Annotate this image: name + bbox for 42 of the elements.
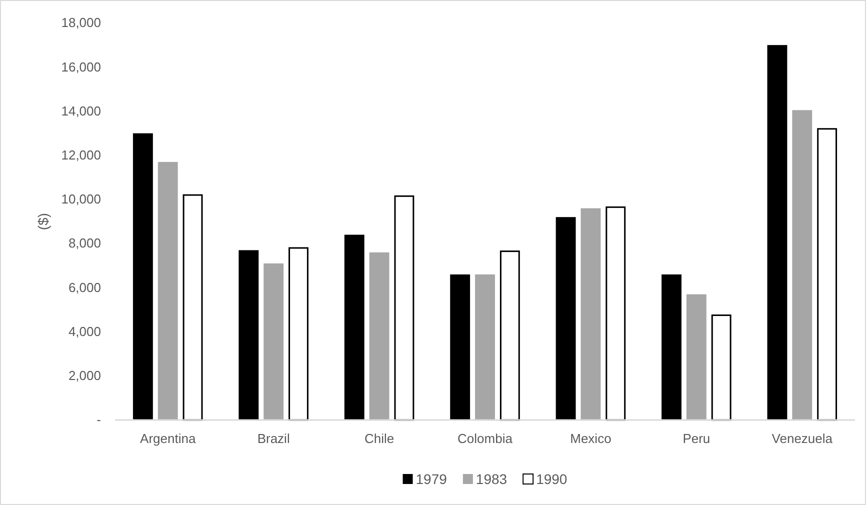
bar — [158, 162, 178, 420]
y-tick-label: 6,000 — [68, 280, 101, 295]
y-tick-label: 18,000 — [61, 15, 101, 30]
bar — [288, 247, 308, 421]
bar — [711, 314, 732, 421]
bar — [344, 234, 364, 420]
x-tick-label: Chile — [364, 431, 394, 446]
bar — [817, 128, 838, 421]
legend-label: 1983 — [476, 471, 508, 487]
x-tick-label: Colombia — [458, 431, 514, 446]
bar — [450, 274, 470, 420]
x-tick-label: Mexico — [570, 431, 612, 446]
y-tick-label: 2,000 — [68, 368, 101, 384]
bar — [500, 250, 520, 421]
x-tick-label: Argentina — [140, 431, 196, 446]
bar — [182, 194, 203, 421]
y-tick-label: 10,000 — [61, 192, 101, 207]
y-tick-label: 14,000 — [61, 103, 101, 118]
legend-label: 1979 — [416, 471, 448, 487]
bar — [238, 250, 259, 420]
y-tick-label: 12,000 — [61, 147, 101, 162]
legend-label: 1990 — [536, 471, 568, 487]
y-tick-label: 8,000 — [68, 236, 101, 251]
bar — [606, 206, 626, 421]
bar — [580, 208, 601, 420]
bar — [369, 252, 390, 420]
y-axis-title: ($) — [35, 212, 51, 230]
bar — [556, 217, 576, 420]
y-tick-label: 4,000 — [68, 324, 101, 339]
x-tick-label: Peru — [682, 431, 710, 446]
bar — [792, 110, 812, 420]
bar — [394, 195, 414, 421]
bar — [475, 274, 495, 420]
x-tick-label: Brazil — [257, 431, 290, 446]
bar — [132, 133, 153, 420]
x-tick-label: Venezuela — [772, 431, 834, 446]
bar — [264, 263, 284, 420]
bar — [767, 45, 788, 420]
y-tick-label: - — [96, 412, 101, 428]
bar — [662, 274, 682, 420]
y-tick-label: 16,000 — [61, 59, 101, 74]
bar — [686, 294, 706, 420]
